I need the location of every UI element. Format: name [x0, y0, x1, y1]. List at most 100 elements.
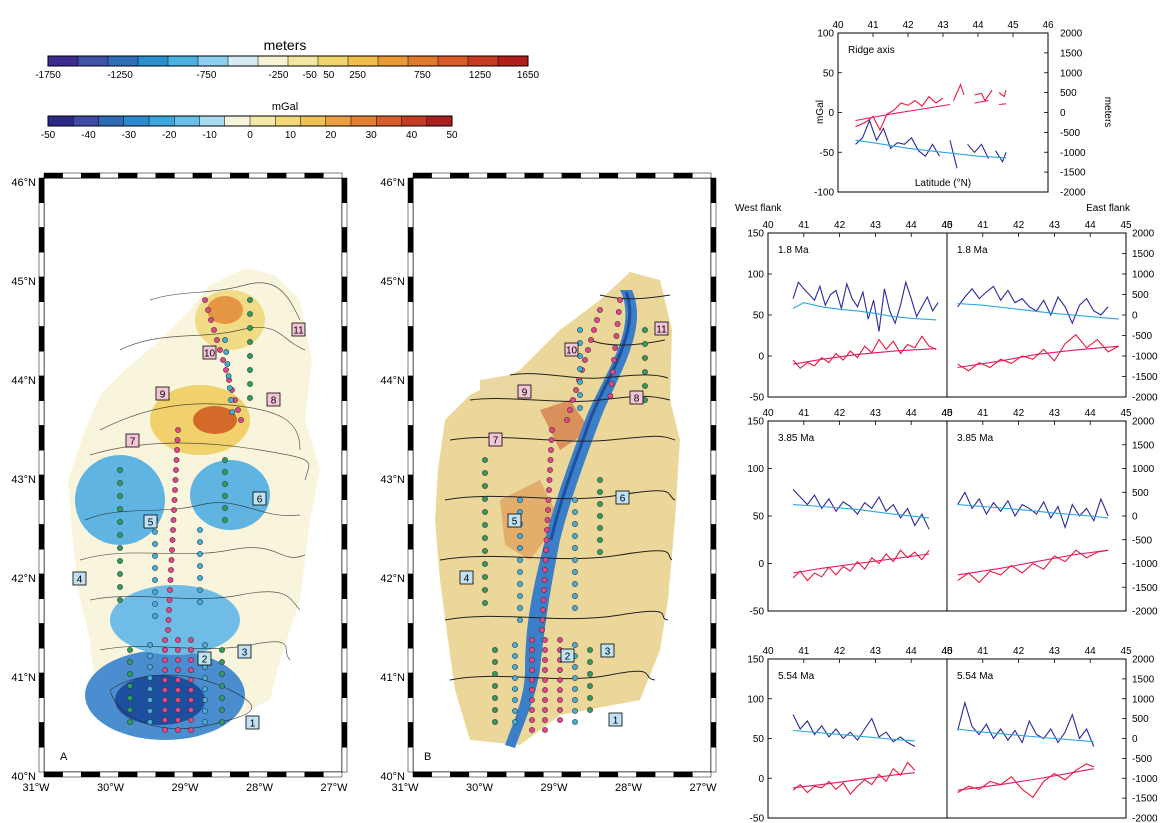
- map-frame-segment: [692, 172, 712, 179]
- map-frame-segment: [38, 351, 45, 377]
- sample-point: [219, 683, 225, 689]
- map-frame-segment: [710, 474, 717, 500]
- colorbar-swatch: [198, 56, 229, 66]
- segment-label: 10: [566, 346, 578, 357]
- sample-point: [219, 719, 225, 725]
- sample-point: [572, 697, 578, 703]
- map-frame-segment: [407, 301, 414, 327]
- segment-label-box: [600, 643, 615, 658]
- latitude-label: 40°N: [11, 771, 36, 783]
- colorbar-swatch: [123, 116, 150, 126]
- map-frame-segment: [211, 172, 231, 179]
- sample-point: [577, 379, 583, 385]
- colorbar-tick-label: -750: [196, 70, 216, 81]
- map-frame-segment: [38, 722, 45, 748]
- map-frame-segment: [341, 227, 348, 253]
- y-tick-label: 150: [747, 417, 764, 428]
- sample-point: [165, 627, 171, 633]
- sample-point: [482, 470, 488, 476]
- west-flank-header: West flank: [735, 203, 782, 214]
- sample-point: [517, 497, 523, 503]
- sample-point: [127, 719, 133, 725]
- segment-label-box: [459, 570, 474, 585]
- map-frame-segment: [341, 747, 348, 773]
- profile-line: [974, 100, 989, 104]
- sample-point: [162, 697, 168, 703]
- map-frame-segment: [710, 202, 717, 228]
- y-tick-label: -50: [750, 814, 765, 823]
- map-frame-segment: [341, 672, 348, 698]
- sample-point: [543, 547, 549, 553]
- sample-point: [202, 697, 208, 703]
- y2-tick-label: 2000: [1132, 229, 1155, 240]
- sample-point: [542, 687, 548, 693]
- profile-line: [855, 103, 951, 122]
- x-tick-label: 42: [1013, 408, 1025, 419]
- x-tick-label: 42: [834, 646, 846, 657]
- sample-point: [174, 437, 181, 443]
- sample-point: [175, 667, 181, 673]
- segment-label: 5: [148, 518, 154, 529]
- map-a: 46°N 45°N 44°N 43°N 42°N 41°N 40°N 31°W 30°W 29°…: [11, 172, 348, 794]
- longitude-label: 29°W: [171, 782, 199, 794]
- map-frame-segment: [431, 771, 451, 778]
- latitude-label: 41°N: [380, 672, 405, 684]
- sample-point: [542, 557, 549, 563]
- sample-point: [162, 707, 168, 713]
- map-frame-segment: [341, 425, 348, 451]
- sample-point: [572, 686, 578, 692]
- sample-point: [512, 675, 518, 681]
- sample-point: [175, 697, 181, 703]
- sample-point: [197, 551, 203, 557]
- map-frame-segment: [710, 722, 717, 748]
- sample-point: [512, 719, 518, 725]
- profile-line: [957, 345, 1119, 369]
- map-frame-segment: [341, 524, 348, 550]
- map-frame-segment: [38, 425, 45, 451]
- map-frame-segment: [617, 172, 637, 179]
- y2-tick-label: -1000: [1132, 352, 1158, 363]
- y2-tick-label: -1000: [1060, 148, 1086, 159]
- sample-point: [247, 311, 253, 317]
- sample-point: [188, 667, 194, 673]
- map-frame-segment: [407, 722, 414, 748]
- gravity-anomaly-field: [68, 268, 320, 740]
- map-frame-segment: [407, 227, 414, 253]
- latitude-label: 46°N: [11, 177, 36, 189]
- sample-point: [208, 317, 214, 323]
- y-tick-label: 0: [758, 774, 764, 785]
- x-tick-label: 45: [941, 646, 953, 657]
- segment-label-box: [629, 390, 644, 405]
- x-tick-label: 43: [1049, 220, 1061, 231]
- latitude-label: 42°N: [380, 573, 405, 585]
- profile-line: [792, 714, 916, 747]
- colorbar-tick-label: 30: [366, 130, 378, 141]
- map-frame-segment: [710, 524, 717, 550]
- sample-point: [492, 659, 498, 665]
- map-frame-segment: [230, 771, 250, 778]
- sample-point: [492, 647, 498, 653]
- map-frame-segment: [407, 177, 414, 203]
- colorbar-swatch: [199, 116, 226, 126]
- sample-point: [117, 558, 123, 564]
- sample-point: [222, 337, 228, 343]
- panel-annotation: 1.8 Ma: [957, 245, 988, 256]
- sample-point: [587, 695, 593, 701]
- sample-point: [572, 664, 578, 670]
- sample-point: [147, 653, 153, 659]
- y2-tick-label: -500: [1132, 331, 1152, 342]
- x-tick-label: 45: [941, 220, 953, 231]
- map-frame-segment: [341, 301, 348, 327]
- sample-point: [492, 671, 498, 677]
- profile-line: [792, 280, 939, 332]
- map-frame-segment: [412, 172, 432, 179]
- sample-point: [542, 657, 548, 663]
- sample-point: [546, 487, 552, 493]
- x-tick-label: 43: [870, 220, 882, 231]
- map-frame-segment: [543, 771, 563, 778]
- sample-point: [587, 683, 593, 689]
- sample-point: [572, 497, 578, 503]
- sample-point: [517, 581, 523, 587]
- colorbar-tick-label: -50: [302, 70, 317, 81]
